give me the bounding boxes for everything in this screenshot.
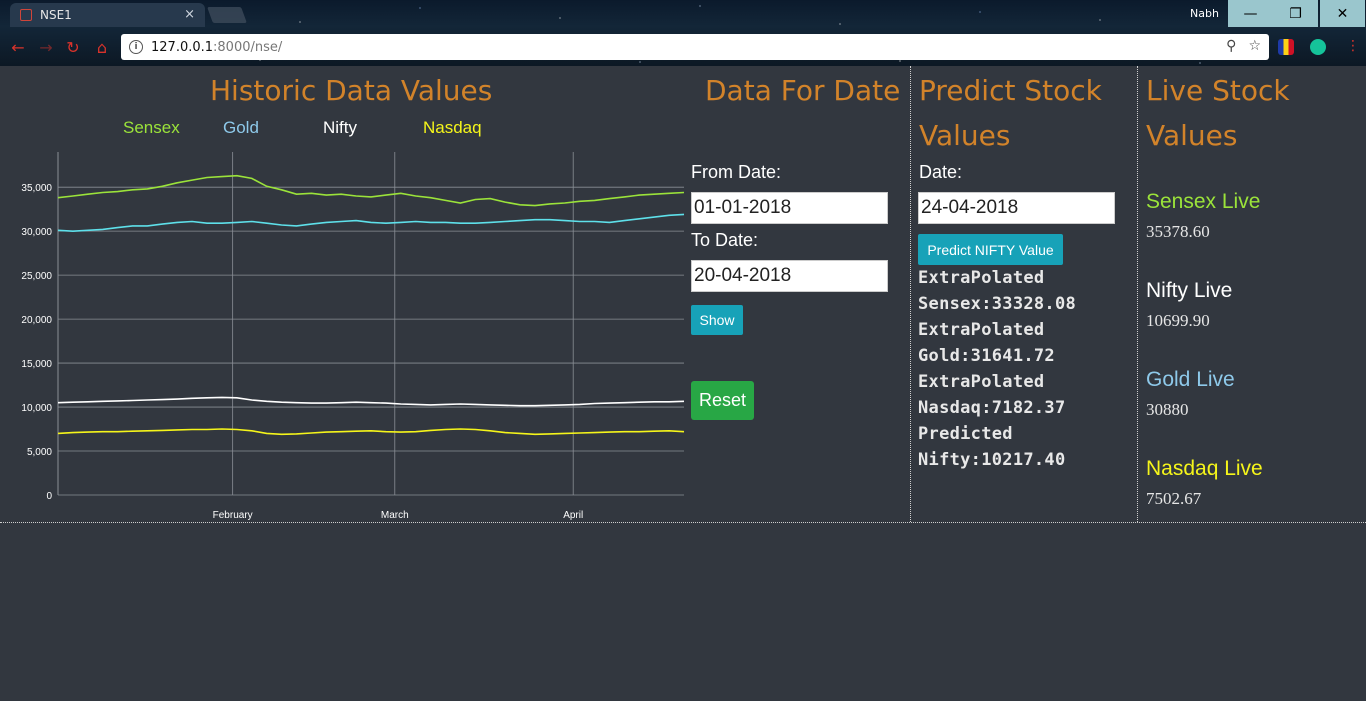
tab-title: NSE1 <box>40 8 72 22</box>
legend-sensex[interactable]: Sensex <box>123 118 180 137</box>
prediction-line: Sensex:33328.08 <box>918 294 1077 314</box>
y-tick-label: 35,000 <box>21 183 52 194</box>
url-path: :8000/nse/ <box>213 39 283 55</box>
page-content: Historic Data Values Sensex Gold Nifty N… <box>0 66 1366 701</box>
column-divider <box>910 66 911 522</box>
y-tick-label: 0 <box>46 491 52 502</box>
gold-live-label: Gold Live <box>1146 368 1235 391</box>
to-date-input[interactable] <box>691 260 888 292</box>
info-icon[interactable]: i <box>129 40 143 54</box>
tab-close-icon[interactable]: × <box>184 7 195 22</box>
predict-date-label: Date: <box>919 162 963 182</box>
nasdaq-live-value: 7502.67 <box>1146 489 1202 508</box>
from-date-label: From Date: <box>691 162 782 182</box>
sensex-live-value: 35378.60 <box>1146 222 1210 241</box>
legend-nasdaq[interactable]: Nasdaq <box>423 118 482 137</box>
star-icon[interactable]: ☆ <box>1248 38 1261 54</box>
x-tick-label: April <box>563 510 583 521</box>
forward-arrow-icon[interactable]: → <box>39 37 53 57</box>
y-tick-label: 5,000 <box>27 447 52 458</box>
series-line-nifty <box>57 396 685 407</box>
restore-icon[interactable]: ❐ <box>1273 0 1318 27</box>
live-heading-line2: Values <box>1146 119 1238 152</box>
reset-button[interactable]: Reset <box>691 381 754 420</box>
prediction-line: ExtraPolated <box>918 320 1045 340</box>
legend-nifty[interactable]: Nifty <box>323 118 357 137</box>
x-tick-label: February <box>213 510 253 521</box>
grammarly-extension-icon[interactable] <box>1310 39 1326 55</box>
legend-gold[interactable]: Gold <box>223 118 259 137</box>
column-divider <box>1137 66 1138 522</box>
profile-name[interactable]: Nabh <box>1190 7 1219 20</box>
browser-chrome: NSE1 × Nabh — ❐ ✕ ← → ↻ ⌂ i 127.0.0.1:80… <box>0 0 1366 66</box>
nasdaq-live-label: Nasdaq Live <box>1146 457 1263 480</box>
data-for-date-heading: Data For Date <box>705 74 901 107</box>
from-date-input[interactable] <box>691 192 888 224</box>
y-tick-label: 20,000 <box>21 315 52 326</box>
nifty-live-label: Nifty Live <box>1146 279 1233 302</box>
y-tick-label: 10,000 <box>21 403 52 414</box>
minimize-icon[interactable]: — <box>1228 0 1273 27</box>
page-favicon-icon <box>20 9 32 21</box>
home-icon[interactable]: ⌂ <box>96 37 108 57</box>
show-button[interactable]: Show <box>691 305 743 335</box>
prediction-line: Nasdaq:7182.37 <box>918 398 1066 418</box>
nifty-live-value: 10699.90 <box>1146 311 1210 330</box>
series-line-sensex <box>57 174 685 207</box>
browser-tab[interactable]: NSE1 × <box>10 3 205 27</box>
x-tick-label: March <box>381 510 409 521</box>
prediction-line: ExtraPolated <box>918 372 1045 392</box>
prediction-line: Predicted <box>918 424 1013 444</box>
menu-kebab-icon[interactable]: ⋮ <box>1346 38 1360 54</box>
y-tick-label: 25,000 <box>21 271 52 282</box>
section-divider <box>0 522 1366 523</box>
series-line-nasdaq <box>57 428 685 436</box>
back-arrow-icon[interactable]: ← <box>11 37 25 57</box>
prediction-line: Gold:31641.72 <box>918 346 1055 366</box>
browser-toolbar: ← → ↻ ⌂ i 127.0.0.1:8000/nse/ ⚲ ☆ ⋮ <box>0 30 1366 64</box>
predict-date-input[interactable] <box>918 192 1115 224</box>
y-tick-label: 15,000 <box>21 359 52 370</box>
live-heading-line1: Live Stock <box>1146 74 1290 107</box>
address-bar[interactable]: i 127.0.0.1:8000/nse/ ⚲ ☆ <box>121 34 1269 60</box>
flag-extension-icon[interactable] <box>1278 39 1294 55</box>
historic-heading: Historic Data Values <box>210 74 493 107</box>
predict-heading-line2: Values <box>919 119 1011 152</box>
url-host: 127.0.0.1 <box>151 39 214 55</box>
sensex-live-label: Sensex Live <box>1146 190 1261 213</box>
zoom-icon[interactable]: ⚲ <box>1226 38 1237 54</box>
y-tick-label: 30,000 <box>21 227 52 238</box>
prediction-line: ExtraPolated <box>918 268 1045 288</box>
window-close-icon[interactable]: ✕ <box>1320 0 1365 27</box>
series-line-gold <box>57 213 685 233</box>
new-tab-button[interactable] <box>207 7 247 23</box>
gold-live-value: 30880 <box>1146 400 1189 419</box>
predict-heading-line1: Predict Stock <box>919 74 1102 107</box>
to-date-label: To Date: <box>691 230 759 250</box>
historic-line-chart: 0 5,000 10,000 15,000 20,000 25,000 30,000 35,0… <box>21 152 685 521</box>
predict-nifty-button[interactable]: Predict NIFTY Value <box>918 234 1063 265</box>
prediction-line: Nifty:10217.40 <box>918 450 1066 470</box>
reload-icon[interactable]: ↻ <box>66 37 80 57</box>
